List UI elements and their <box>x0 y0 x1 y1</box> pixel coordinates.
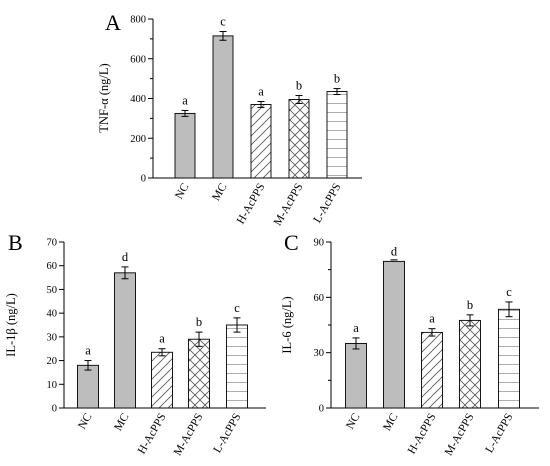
category-label: MC <box>112 411 132 433</box>
significance-label: a <box>353 321 359 335</box>
bars-b: a NC d MC a H-AcPPS b M-AcPPS c L-AcPPS <box>76 250 248 458</box>
y-axis-title-b: IL-1β (ng/L) <box>4 293 18 357</box>
significance-label: c <box>506 285 512 299</box>
y-tick-label: 400 <box>130 94 146 105</box>
bars-c: a NC d MC a H-AcPPS b M-AcPPS c L-AcPPS <box>344 244 520 458</box>
significance-label: a <box>429 312 435 326</box>
category-label: NC <box>173 181 192 201</box>
y-tick-label: 50 <box>47 285 58 296</box>
category-label: M-AcPPS <box>172 412 206 458</box>
y-tick-label: 60 <box>314 293 325 304</box>
bar-m-acpps <box>459 319 481 409</box>
bar-nc <box>77 364 99 409</box>
y-tick-label: 600 <box>130 54 146 65</box>
bar-nc <box>345 342 367 409</box>
bar-nc <box>174 112 196 179</box>
bar-l-acpps <box>226 324 248 409</box>
y-tick-label: 200 <box>130 134 146 145</box>
bar-mc <box>114 272 136 409</box>
panel-label-b: B <box>8 230 23 255</box>
bar-mc <box>383 260 405 409</box>
category-label: MC <box>381 411 401 433</box>
significance-label: b <box>334 72 340 86</box>
y-tick-label: 10 <box>47 380 58 391</box>
panel-label-c: C <box>284 230 299 255</box>
bar-mc <box>212 35 234 179</box>
category-label: H-AcPPS <box>136 412 169 457</box>
y-tick-label: 20 <box>47 356 58 367</box>
category-label: M-AcPPS <box>443 412 477 458</box>
category-label: L-AcPPS <box>483 412 515 456</box>
chart-panel-b: B IL-1β (ng/L) 0 10 20 30 40 50 60 70 a NC d MC a H-… <box>4 230 266 458</box>
y-tick-label: 30 <box>47 332 58 343</box>
significance-label: d <box>122 250 129 264</box>
bar-h-acpps <box>151 351 173 409</box>
y-tick-label: 30 <box>314 348 325 359</box>
significance-label: b <box>467 298 473 312</box>
y-axis-title-a: TNF-α (ng/L) <box>97 63 111 132</box>
category-label: NC <box>76 411 95 431</box>
category-label: H-AcPPS <box>406 412 439 457</box>
category-label: L-AcPPS <box>211 412 243 456</box>
panel-label-a: A <box>105 10 121 35</box>
bar-m-acpps <box>188 338 210 409</box>
y-tick-label: 40 <box>47 309 58 320</box>
y-tick-label: 90 <box>314 238 325 249</box>
chart-panel-c: C IL-6 (ng/L) 0 30 60 90 a NC d MC a H-AcPPS b M-A… <box>280 230 539 458</box>
significance-label: b <box>196 315 202 329</box>
significance-label: c <box>234 301 240 315</box>
bar-m-acpps <box>288 99 310 179</box>
bar-h-acpps <box>421 331 443 409</box>
significance-label: c <box>220 15 226 29</box>
chart-panel-a: A TNF-α (ng/L) 0 200 400 600 800 a NC c MC a H-Ac… <box>97 10 362 228</box>
y-axis-title-c: IL-6 (ng/L) <box>280 296 294 353</box>
significance-label: b <box>296 79 302 93</box>
bar-l-acpps <box>326 91 348 179</box>
significance-label: a <box>159 332 165 346</box>
significance-label: d <box>391 244 398 258</box>
category-label: L-AcPPS <box>311 182 343 226</box>
y-tick-label: 70 <box>47 238 58 249</box>
significance-label: a <box>85 344 91 358</box>
bar-l-acpps <box>498 308 520 409</box>
y-tick-label: 0 <box>52 404 57 415</box>
significance-label: a <box>182 93 188 107</box>
significance-label: a <box>258 84 264 98</box>
y-tick-label: 60 <box>47 261 58 272</box>
category-label: NC <box>344 411 363 431</box>
category-label: MC <box>210 181 230 203</box>
bar-h-acpps <box>250 104 272 179</box>
y-tick-label: 0 <box>141 174 146 185</box>
category-label: H-AcPPS <box>235 182 268 227</box>
category-label: M-AcPPS <box>272 182 306 228</box>
y-tick-label: 0 <box>319 404 324 415</box>
bars-a: a NC c MC a H-AcPPS b M-AcPPS b L-AcPPS <box>173 15 348 228</box>
y-tick-label: 800 <box>130 15 146 26</box>
